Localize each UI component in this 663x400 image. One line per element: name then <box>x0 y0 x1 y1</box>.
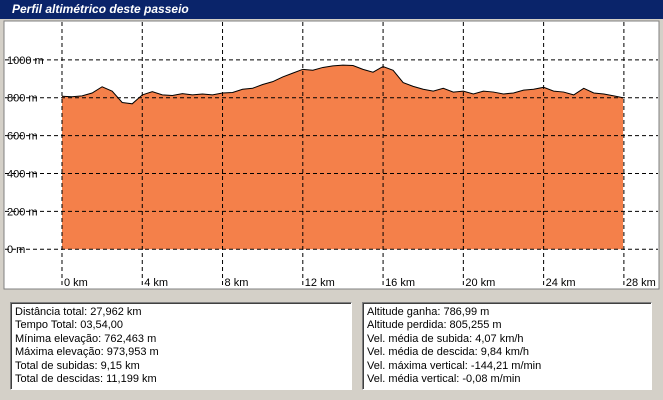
area <box>61 65 624 250</box>
x-tick-label: 8 km <box>225 277 249 289</box>
x-tick-label: 0 km <box>64 277 88 289</box>
stat-line: Total de descidas: 11,199 km <box>15 372 157 385</box>
stat-line: Altitude ganha: 786,99 m <box>367 306 490 318</box>
y-tick-label: 0 m <box>7 244 25 256</box>
stat-line: Máxima elevação: 973,953 m <box>15 346 159 359</box>
y-tick-label: 800 m <box>7 93 38 105</box>
stat-line: Vel. média de subida: 4,07 km/h <box>367 332 524 345</box>
x-tick-label: 20 km <box>465 277 495 289</box>
y-tick-label: 400 m <box>7 168 38 180</box>
stats-left: Distância total: 27,962 km Tempo Total: 0… <box>10 302 352 390</box>
title-bar <box>0 0 663 19</box>
stat-line: Vel. máxima vertical: -144,21 m/min <box>367 359 542 372</box>
stat-line: Tempo Total: 03,54,00 <box>15 319 124 332</box>
x-tick-label: 4 km <box>144 277 168 289</box>
stat-line: Distância total: 27,962 km <box>15 306 142 318</box>
y-tick-label: 1000 m <box>7 55 44 67</box>
stat-line: Vel. média vertical: -0,08 m/min <box>367 372 521 385</box>
x-tick-label: 12 km <box>305 277 335 289</box>
stats-right: Altitude ganha: 786,99 m Altitude perdida… <box>362 302 652 390</box>
stat-line: Total de subidas: 9,15 km <box>15 359 140 372</box>
y-tick-label: 200 m <box>7 206 38 218</box>
stat-line: Vel. média de descida: 9,84 km/h <box>367 346 530 359</box>
chart: 0 m 200 m 400 m 600 m 800 m 1000 m 0 km 4 km 8 k… <box>3 20 660 290</box>
y-tick-label: 600 m <box>7 131 38 143</box>
stat-line: Mínima elevação: 762,463 m <box>15 332 157 345</box>
window-title: Perfil altimétrico deste passeio <box>12 2 189 16</box>
line <box>61 64 624 105</box>
x-tick-label: 28 km <box>626 277 656 289</box>
stat-line: Altitude perdida: 805,255 m <box>367 319 502 332</box>
x-tick-label: 24 km <box>546 277 576 289</box>
x-tick-label: 16 km <box>385 277 415 289</box>
